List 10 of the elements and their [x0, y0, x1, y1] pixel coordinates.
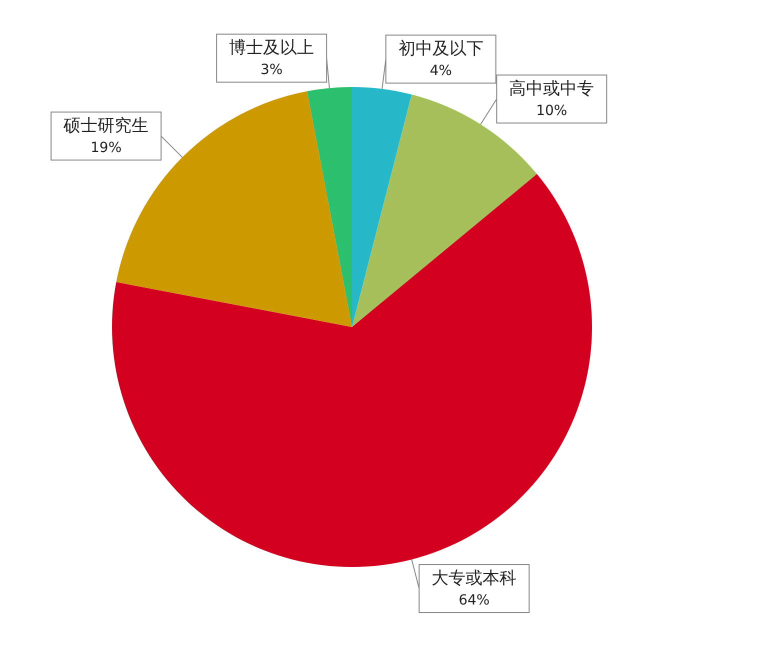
slice-label: 大专或本科	[432, 568, 517, 589]
data-label: 64%	[458, 592, 490, 609]
slice-label: 初中及以下	[398, 39, 484, 60]
slice-label: 硕士研究生	[62, 116, 149, 136]
slice-label: 博士及以上	[229, 38, 314, 58]
data-label: 10%	[536, 103, 568, 120]
slice-label: 高中或中专	[509, 79, 594, 100]
data-label: 3%	[260, 62, 283, 78]
data-label: 19%	[90, 140, 122, 156]
data-label: 4%	[430, 63, 452, 80]
